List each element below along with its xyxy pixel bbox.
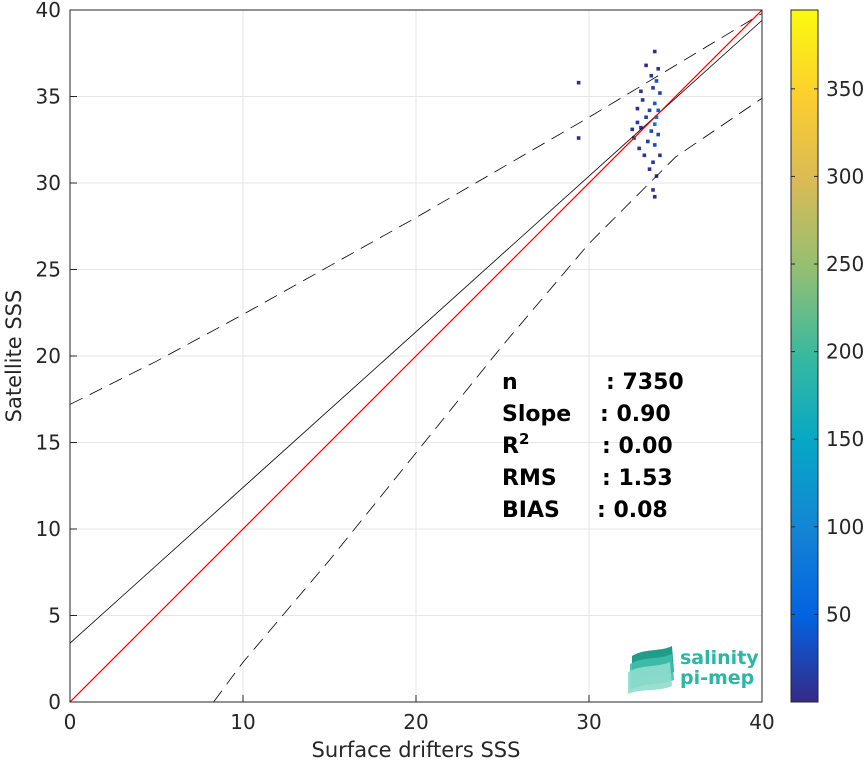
colorbar-tick-label: 200 [826,340,864,364]
y-tick-label: 30 [36,171,61,195]
colorbar-tick-label: 300 [826,164,864,188]
colorbar-tick-label: 150 [826,427,864,451]
regression-line [70,20,762,644]
logo-line1: salinity [680,647,759,669]
stat-value: : 0.00 [602,434,673,459]
y-axis-title: Satellite SSS [2,290,26,423]
fit-lines [70,10,762,702]
density-cell [654,79,659,83]
density-cell [651,86,655,90]
lower-bound-line [213,97,762,702]
x-axis-ticks: 0 10 20 30 40 [64,695,775,734]
y-tick-label: 15 [36,431,61,455]
colorbar-tick-label: 350 [826,77,864,101]
density-cell [658,153,662,158]
density-cell [652,195,657,199]
density-cell [652,49,657,54]
colorbar-tick-label: 50 [826,602,851,626]
colorbar [790,9,819,703]
colorbar-tick-label: 250 [826,252,864,276]
density-cell [639,89,643,94]
density-cell [644,63,648,68]
y-tick-label: 25 [36,258,61,282]
density-cells [576,49,662,199]
density-cell [647,108,652,113]
y-tick-label: 5 [48,604,61,628]
stat-value: : 0.90 [600,402,671,427]
stat-label: RMS [502,466,557,491]
stat-label: BIAS [502,498,560,523]
x-tick-label: 10 [230,710,255,734]
density-cell [635,106,640,111]
upper-bound-line [70,13,762,405]
identity-line [70,10,762,702]
density-cell [649,73,654,78]
density-cell [652,101,657,106]
density-cell [658,91,662,95]
density-cell [651,188,655,192]
density-cell [656,108,660,113]
y-axis-ticks: 0 5 10 15 20 25 30 35 40 [36,0,77,714]
density-cell [642,153,647,158]
density-cell [639,125,643,130]
y-tick-label: 10 [36,517,61,541]
density-cell [652,143,657,147]
density-cell [656,67,660,71]
colorbar-tick-label: 100 [826,515,864,539]
density-cell [646,139,650,144]
x-tick-label: 30 [576,710,601,734]
logo-waves-icon [628,646,674,694]
density-cell [647,167,652,171]
logo-line2: pi-mep [680,667,754,689]
density-cell [652,122,657,126]
density-cell [630,127,635,132]
x-axis-title: Surface drifters SSS [312,738,521,762]
density-cell [640,98,645,102]
y-tick-label: 35 [36,85,61,109]
stat-label: Slope [502,402,571,427]
density-cell [576,80,581,85]
stat-value: : 1.53 [602,466,673,491]
density-cell [651,160,655,165]
density-cell [654,115,659,120]
density-cell [649,129,654,133]
x-tick-label: 20 [403,710,428,734]
stat-label-superscript: 2 [519,430,529,448]
salinity-pi-mep-logo: salinity pi-mep [628,646,759,694]
x-tick-label: 40 [749,710,774,734]
density-cell [656,132,660,137]
x-tick-label: 0 [64,710,77,734]
stat-value: : 7350 [606,370,684,395]
density-cell [637,146,641,151]
density-cell [644,115,648,120]
stat-label: n [502,370,518,395]
y-tick-label: 40 [36,0,61,22]
density-cell [576,136,581,140]
stat-value: : 0.08 [597,498,668,523]
y-tick-label: 20 [36,344,61,368]
y-tick-label: 0 [48,690,61,714]
colorbar-ticks: 50 100 150 200 250 300 350 [791,77,864,626]
density-cell [635,120,640,125]
